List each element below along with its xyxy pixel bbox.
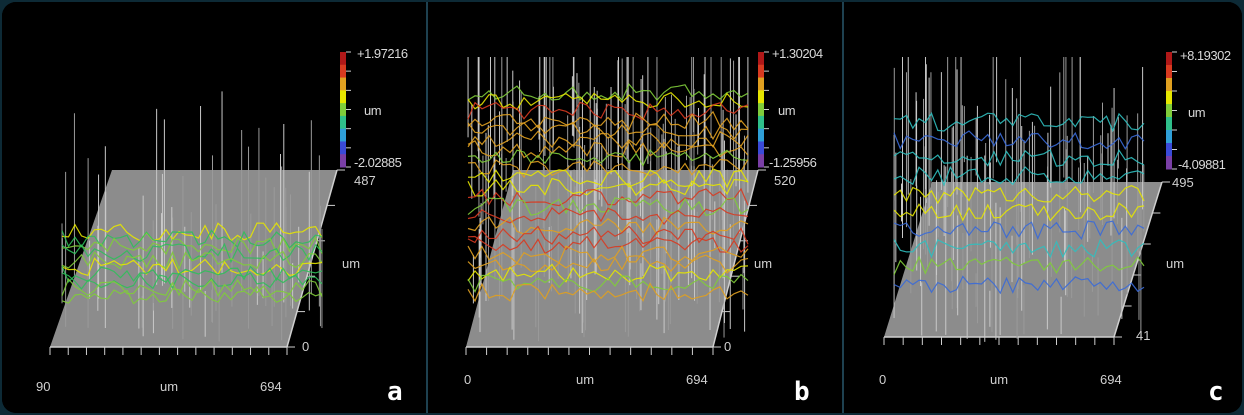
- surface-contour: [61, 285, 323, 305]
- surface-contour: [893, 130, 1145, 151]
- colorbar-unit-label: um: [778, 103, 796, 118]
- surface-plot-c: [883, 51, 1177, 345]
- surface-plot-panel-b: +1.30204 um -1.25956 520 um 0 0 um 694 b: [428, 2, 842, 413]
- y-axis-top-label: 495: [1172, 175, 1194, 190]
- surface-mesh: [893, 57, 1145, 342]
- y-axis-bottom-label: 0: [724, 339, 732, 354]
- surface-plot-b: [465, 51, 769, 355]
- colorbar-max-label: +8.19302: [1180, 48, 1231, 63]
- colorbar-min-label: -1.25956: [769, 155, 817, 170]
- surface-contour: [467, 245, 749, 264]
- surface-contour: [61, 277, 323, 298]
- surface-plot-panel-a: +1.97216 um -2.02885 487 um 0 90 um 694 …: [2, 2, 426, 413]
- surface-contour: [893, 111, 1145, 133]
- colorbar-min-label: -2.02885: [354, 155, 402, 170]
- surface-contour: [467, 140, 749, 159]
- surface-contour: [467, 177, 749, 197]
- colorbar-unit-label: um: [364, 103, 382, 118]
- surface-contour: [61, 265, 323, 283]
- x-axis-left-label: 0: [464, 372, 472, 387]
- surface-mesh: [467, 57, 749, 342]
- x-axis-right-label: 694: [686, 372, 708, 387]
- y-axis-bottom-label: 41: [1136, 328, 1151, 343]
- x-axis-unit-label: um: [576, 372, 595, 387]
- surface-contour: [893, 149, 1145, 168]
- surface-contour: [467, 158, 749, 179]
- surface-contour: [467, 282, 749, 303]
- colorbar: [758, 51, 769, 168]
- colorbar-max-label: +1.97216: [357, 46, 408, 61]
- x-axis-right-label: 694: [1100, 372, 1122, 387]
- surface-contour: [467, 187, 749, 207]
- surface-contour: [61, 235, 323, 256]
- surface-contour: [467, 225, 749, 245]
- y-axis-unit-label: um: [754, 256, 773, 271]
- surface-contour: [893, 238, 1145, 259]
- surface-contour: [467, 149, 749, 167]
- y-axis-top-label: 487: [354, 173, 376, 188]
- x-axis: [465, 346, 714, 355]
- x-axis-left-label: 90: [36, 379, 51, 394]
- x-axis-unit-label: um: [160, 379, 179, 394]
- colorbar-max-label: +1.30204: [772, 46, 823, 61]
- y-axis: [712, 169, 766, 348]
- y-axis-top-label: 520: [774, 173, 796, 188]
- y-axis-unit-label: um: [1166, 256, 1185, 271]
- surface-contour: [467, 121, 749, 141]
- surface-plot-panel-c: +8.19302 um -4.09881 495 um 41 0 um 694 …: [844, 2, 1242, 413]
- x-axis-left-label: 0: [879, 372, 887, 387]
- surface-contour: [61, 250, 323, 271]
- panel-letter: a: [387, 377, 403, 407]
- surface-contour: [467, 110, 749, 131]
- x-axis-right-label: 694: [260, 379, 282, 394]
- surface-contour: [61, 221, 323, 242]
- surface-contour: [893, 220, 1145, 241]
- surface-plot-a: [49, 51, 351, 355]
- surface-mesh: [61, 91, 323, 342]
- x-axis: [49, 346, 288, 355]
- surface-contour: [467, 273, 749, 294]
- surface-contour: [467, 263, 749, 283]
- colorbar-min-label: -4.09881: [1178, 157, 1226, 172]
- surface-contour: [893, 255, 1145, 276]
- surface-contour: [61, 229, 323, 249]
- panel-letter: b: [794, 377, 810, 407]
- y-axis-unit-label: um: [342, 256, 361, 271]
- panel-letter: c: [1208, 377, 1224, 407]
- surface-contour: [467, 254, 749, 274]
- surface-contour: [893, 165, 1145, 187]
- surface-contour: [467, 130, 749, 150]
- surface-contour: [467, 83, 749, 102]
- y-axis-bottom-label: 0: [302, 339, 310, 354]
- surface-contour: [467, 235, 749, 255]
- colorbar-unit-label: um: [1188, 105, 1206, 120]
- surface-contour: [893, 202, 1145, 222]
- surface-contour: [467, 101, 749, 121]
- panel-divider: [426, 2, 428, 413]
- surface-contour: [467, 216, 749, 236]
- colorbar: [340, 51, 351, 168]
- surface-contour: [467, 197, 749, 217]
- colorbar: [1166, 51, 1177, 170]
- panel-divider: [842, 2, 844, 413]
- surface-contour: [893, 185, 1145, 205]
- x-axis-unit-label: um: [990, 372, 1009, 387]
- surface-contour: [61, 257, 323, 277]
- surface-contour: [467, 168, 749, 189]
- x-axis: [883, 336, 1115, 345]
- surface-contour: [467, 206, 749, 226]
- surface-contour: [61, 272, 323, 290]
- surface-contour: [893, 275, 1145, 295]
